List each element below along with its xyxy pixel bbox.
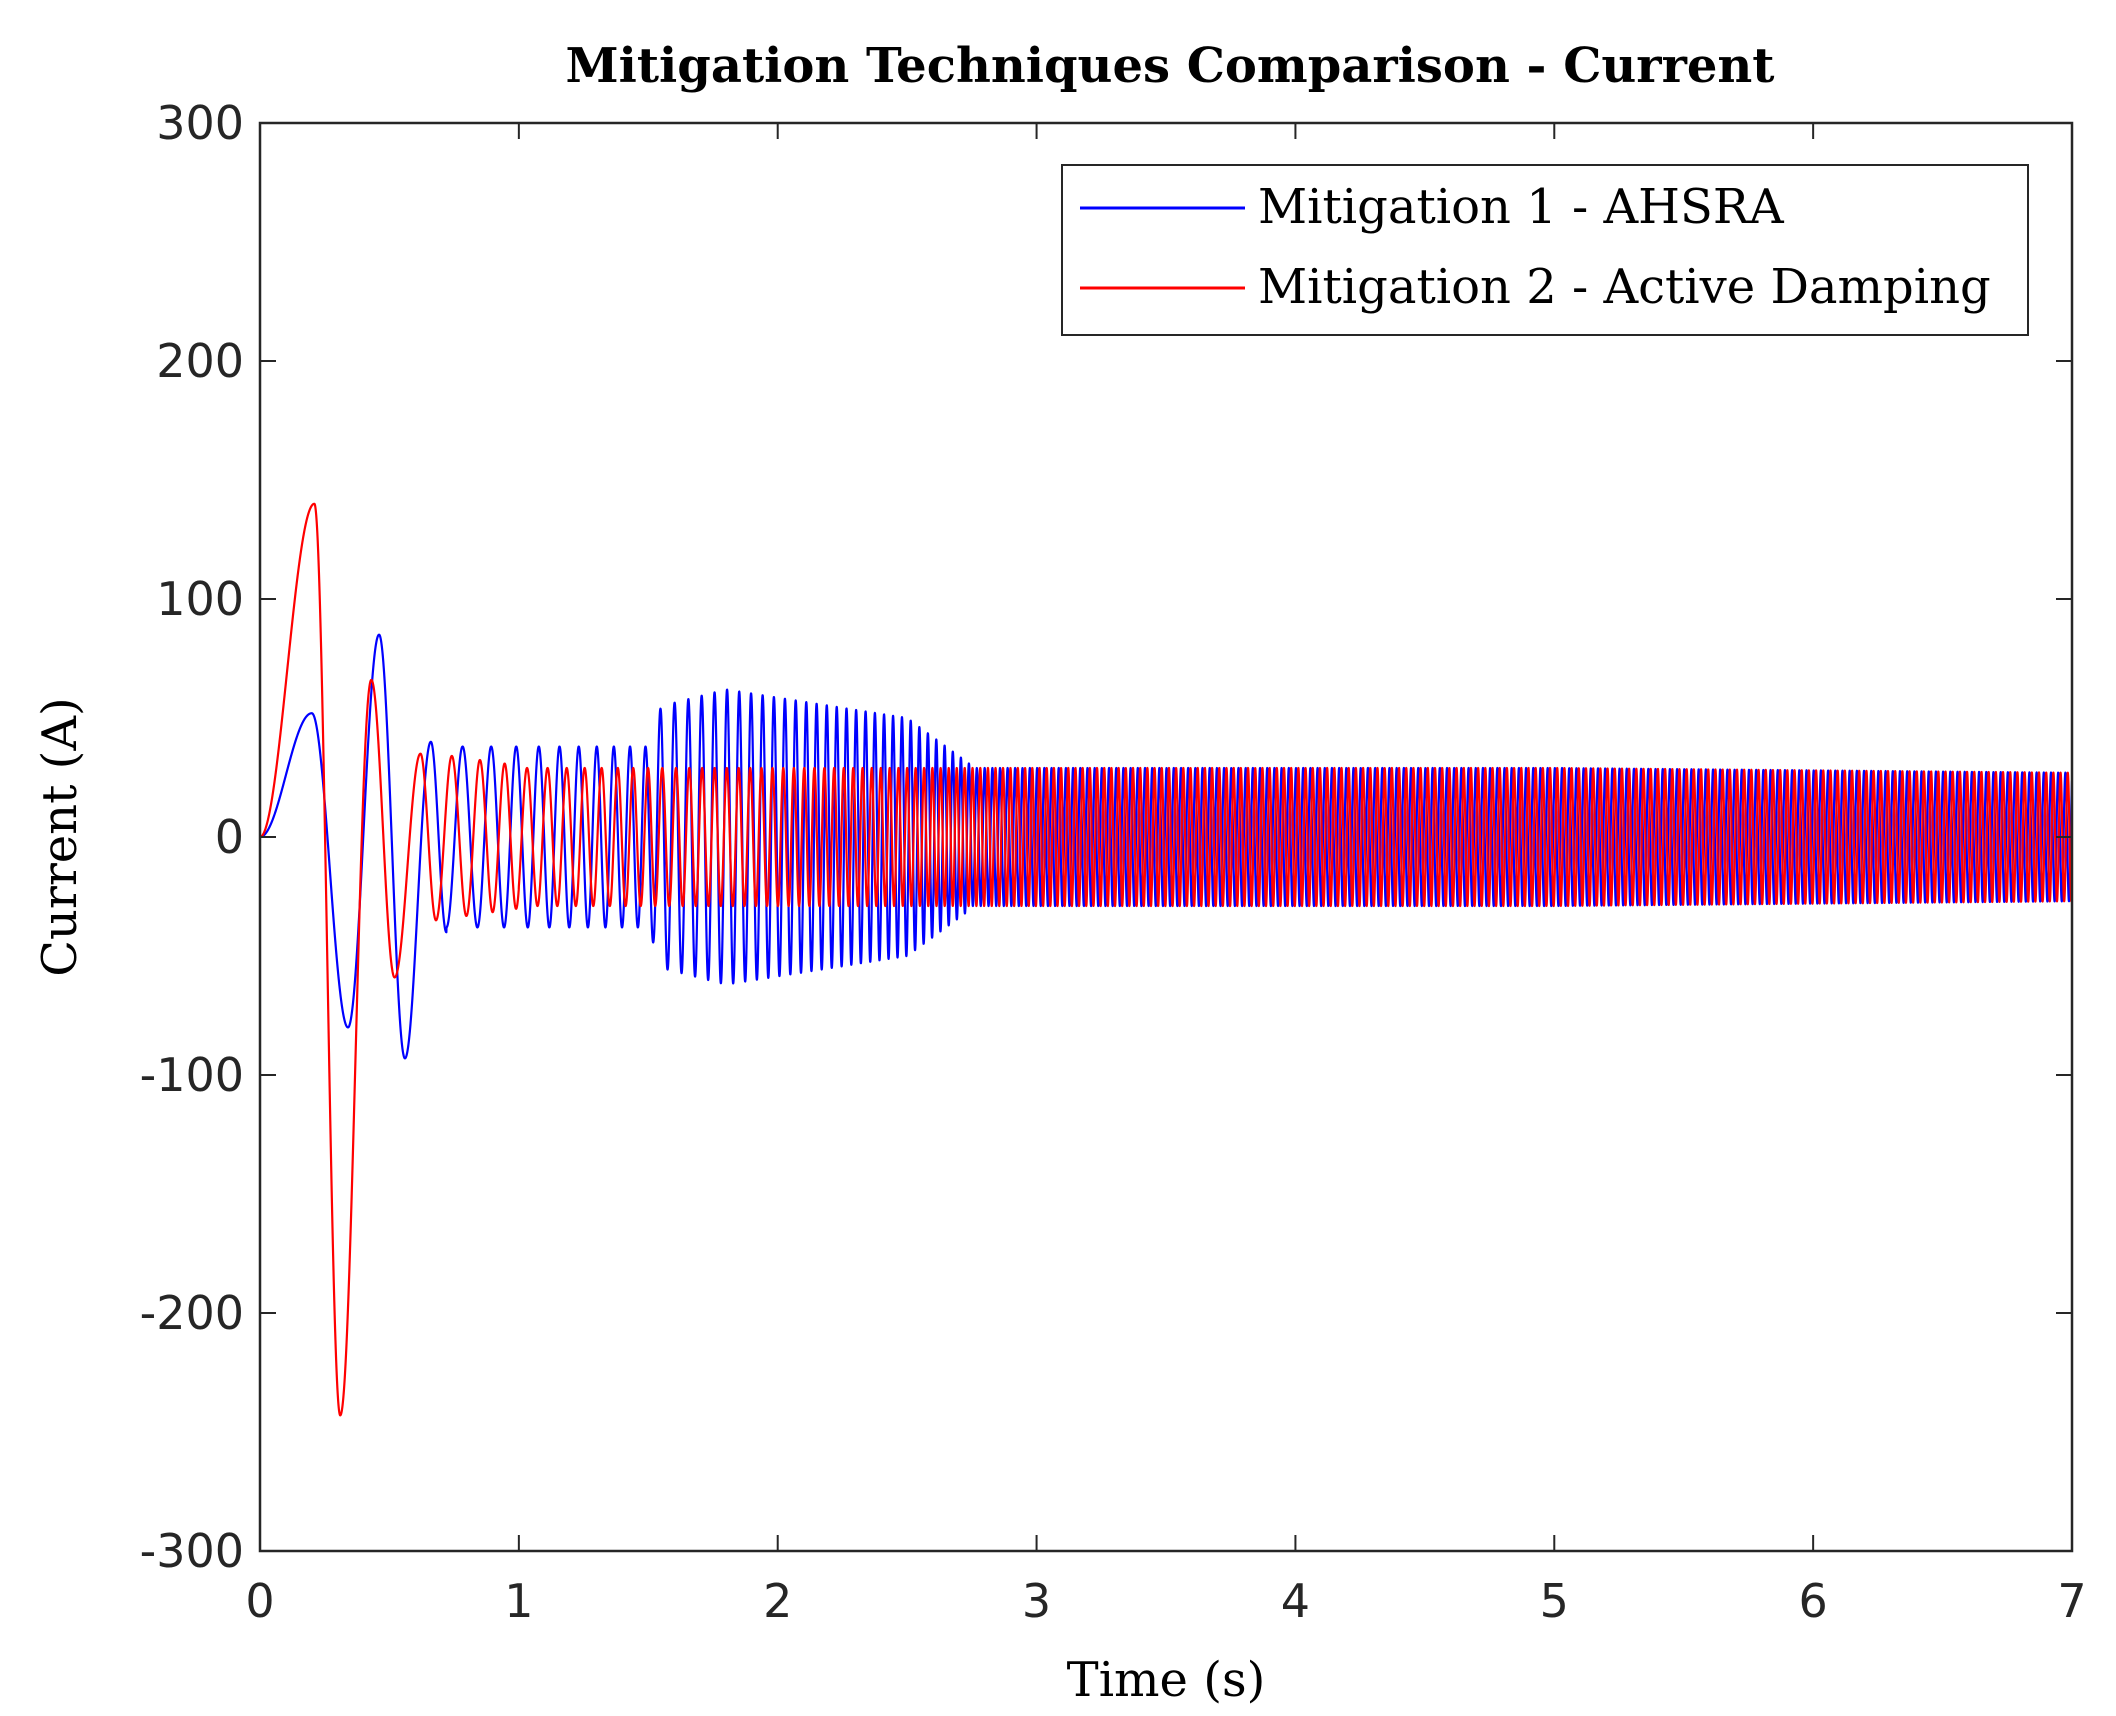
x-tick-label: 7 — [2057, 1574, 2086, 1628]
x-tick-label: 5 — [1540, 1574, 1569, 1628]
y-tick-label: 200 — [156, 334, 244, 388]
y-axis-label: Current (A) — [32, 697, 88, 977]
legend-label-active-damping: Mitigation 2 - Active Damping — [1258, 259, 1991, 315]
series-line-active-damping — [260, 502, 2072, 1417]
y-tick-label: 100 — [156, 572, 244, 626]
legend-label-ahsra: Mitigation 1 - AHSRA — [1258, 179, 1785, 235]
y-tick-label: 0 — [215, 810, 244, 864]
ticks-layer: 0 1 2 3 4 5 6 7 300 200 100 0 -100 -200 -300 — [140, 96, 2087, 1628]
legend-box — [1061, 164, 2029, 336]
series-layer — [260, 502, 2072, 1417]
y-tick-label: 300 — [156, 96, 244, 150]
x-axis-label: Time (s) — [1067, 1652, 1266, 1708]
x-tick-label: 2 — [763, 1574, 792, 1628]
y-tick-label: -200 — [140, 1286, 244, 1340]
y-tick-label: -300 — [140, 1524, 244, 1578]
plot-area: 0 1 2 3 4 5 6 7 300 200 100 0 -100 -200 -300 — [140, 96, 2087, 1628]
series-line-ahsra — [260, 633, 2072, 1060]
x-tick-label: 6 — [1799, 1574, 1828, 1628]
x-tick-label: 1 — [504, 1574, 533, 1628]
y-tick-label: -100 — [140, 1048, 244, 1102]
x-tick-label: 3 — [1022, 1574, 1051, 1628]
x-tick-label: 4 — [1281, 1574, 1310, 1628]
legend[interactable]: Mitigation 1 - AHSRA Mitigation 2 - Acti… — [1061, 164, 2029, 336]
chart-title: Mitigation Techniques Comparison - Curre… — [566, 38, 1775, 94]
x-tick-label: 0 — [245, 1574, 274, 1628]
